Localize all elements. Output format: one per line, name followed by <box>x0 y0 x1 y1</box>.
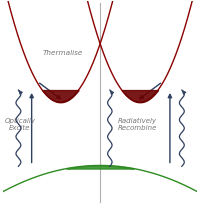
Text: Optically
Excite: Optically Excite <box>4 118 35 131</box>
Text: Thermalise: Thermalise <box>43 50 83 56</box>
Text: Radiatively
Recombine: Radiatively Recombine <box>118 118 157 131</box>
